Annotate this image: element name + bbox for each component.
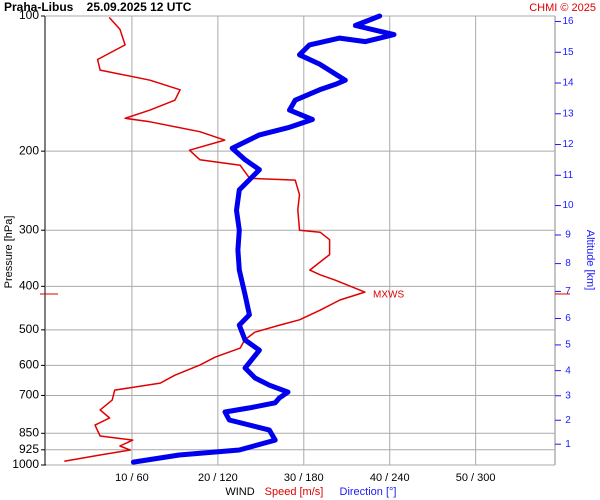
y-tick-label: 100 — [19, 8, 39, 22]
y-tick-label: 850 — [19, 425, 39, 439]
x-tick-label: 10 / 60 — [115, 472, 149, 484]
y-axis-label: Pressure [hPa] — [3, 216, 15, 289]
y2-tick-label: 6 — [565, 313, 571, 324]
profile-line — [64, 17, 366, 462]
x-tick-label: 20 / 120 — [198, 472, 238, 484]
y-tick-label: 300 — [19, 222, 39, 236]
max-wind-label: MXWS — [373, 290, 404, 301]
y-tick-label: 500 — [19, 322, 39, 336]
x-axis-label: WIND — [225, 486, 254, 498]
chart-title: Praha-Libus 25.09.2025 12 UTC — [4, 0, 192, 14]
y2-tick-label: 10 — [562, 200, 574, 211]
credit: CHMI © 2025 — [529, 2, 596, 14]
y2-tick-label: 15 — [562, 47, 574, 58]
x-tick-label: 30 / 180 — [284, 472, 324, 484]
y2-tick-label: 14 — [562, 78, 574, 89]
y2-tick-label: 13 — [562, 108, 574, 119]
x-tick-label: 50 / 300 — [456, 472, 496, 484]
y-tick-label: 1000 — [12, 457, 39, 471]
y2-tick-label: 16 — [562, 16, 574, 27]
y2-tick-label: 8 — [565, 258, 571, 269]
y2-tick-label: 1 — [565, 439, 571, 450]
y-tick-label: 400 — [19, 278, 39, 292]
y2-tick-label: 9 — [565, 230, 571, 241]
y2-axis-label: Altitude [km] — [584, 230, 596, 291]
y2-tick-label: 7 — [565, 286, 571, 297]
y2-tick-label: 2 — [565, 415, 571, 426]
y2-tick-label: 11 — [563, 170, 574, 181]
x-tick-label: 40 / 240 — [370, 472, 410, 484]
y-tick-label: 600 — [19, 358, 39, 372]
y2-tick-label: 12 — [562, 139, 574, 150]
y2-tick-label: 5 — [565, 340, 571, 351]
profile-line — [130, 13, 397, 465]
y2-tick-label: 4 — [565, 365, 571, 376]
y-tick-label: 200 — [19, 143, 39, 157]
y2-tick-label: 3 — [565, 390, 571, 401]
y-tick-label: 700 — [19, 388, 39, 402]
y-tick-label: 925 — [19, 442, 39, 456]
x-axis-label-direction: Direction [°] — [340, 486, 397, 498]
x-axis-label-speed: Speed [m/s] — [265, 486, 324, 498]
